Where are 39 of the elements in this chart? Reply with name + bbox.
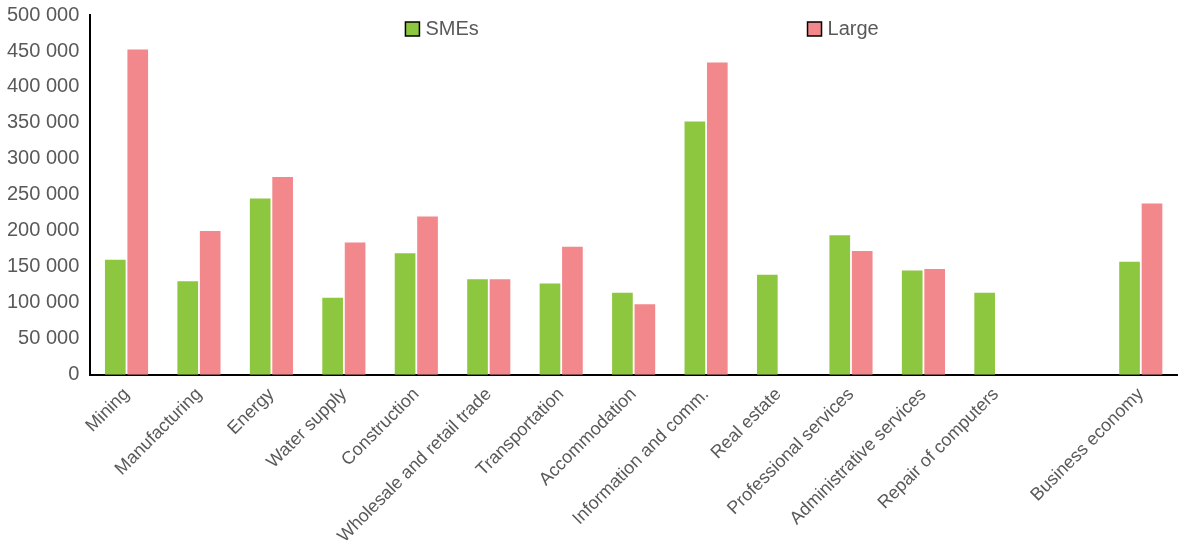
bar (1119, 261, 1140, 375)
bar (489, 279, 511, 375)
y-tick-label: 250 000 (7, 182, 80, 205)
bar (127, 49, 149, 375)
legend-label: Large (827, 16, 879, 39)
legend-label: SMEs (425, 16, 479, 39)
bar (539, 283, 561, 375)
y-tick-label: 450 000 (7, 38, 80, 61)
bar (562, 246, 583, 375)
bar (344, 242, 366, 375)
y-tick-label: 0 (68, 362, 80, 385)
bar (901, 270, 923, 375)
y-tick-label: 150 000 (7, 254, 80, 277)
y-tick-label: 50 000 (18, 326, 80, 349)
y-tick-label: 300 000 (7, 146, 80, 169)
bar (974, 292, 995, 375)
y-tick-label: 200 000 (7, 218, 80, 241)
bar (706, 62, 728, 375)
y-tick-label: 500 000 (7, 2, 80, 25)
bar (829, 235, 851, 375)
bar (322, 297, 343, 375)
bar (249, 198, 271, 375)
bar (394, 253, 416, 375)
y-tick-label: 100 000 (7, 290, 80, 313)
bar (467, 279, 488, 375)
y-tick-label: 400 000 (7, 74, 80, 97)
bar (851, 251, 873, 375)
bar (1141, 203, 1163, 375)
bar (417, 216, 438, 375)
bar (924, 269, 945, 375)
bar (684, 121, 706, 375)
bar (104, 259, 126, 375)
bar (612, 292, 633, 375)
y-tick-label: 350 000 (7, 110, 80, 133)
bar (199, 230, 221, 375)
bar (756, 274, 778, 375)
bar (634, 304, 656, 375)
bar (177, 281, 199, 375)
bar (272, 176, 293, 375)
